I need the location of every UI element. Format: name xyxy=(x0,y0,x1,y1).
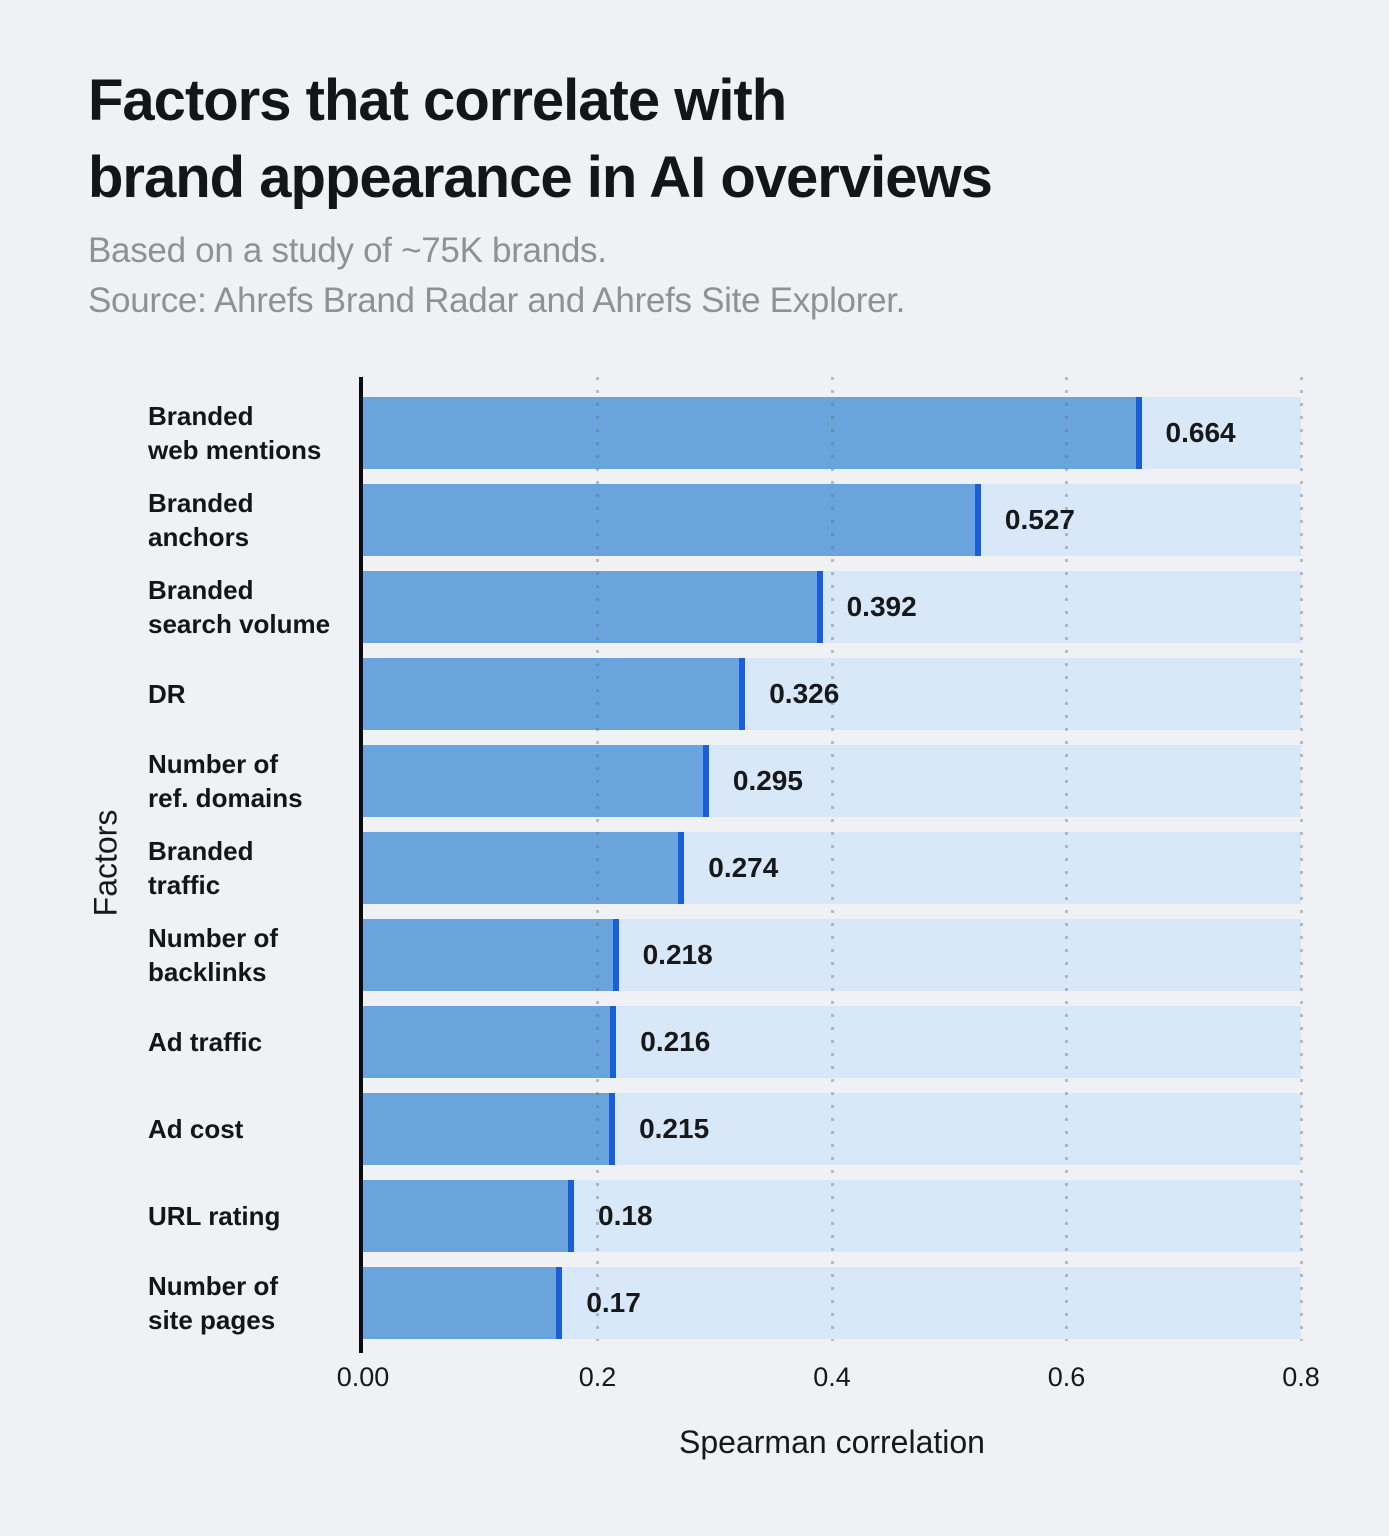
x-tick: 0.8 xyxy=(1282,1362,1320,1392)
chart-title-line1: Factors that correlate with xyxy=(88,68,787,133)
bar-track: 0.326 xyxy=(363,658,1301,730)
chart-subtitle: Based on a study of ~75K brands. Source:… xyxy=(88,226,905,326)
value-label: 0.216 xyxy=(640,1026,711,1057)
bar xyxy=(363,919,619,991)
category-label: URL rating xyxy=(148,1200,281,1231)
bar-track: 0.17 xyxy=(363,1267,1301,1339)
category-label: Number of ref. domains xyxy=(148,748,303,813)
value-label: 0.326 xyxy=(769,678,840,709)
category-label: Ad traffic xyxy=(148,1026,263,1057)
value-label: 0.17 xyxy=(586,1287,641,1318)
bar xyxy=(363,397,1142,469)
chart-row: Branded traffic 0.274 xyxy=(0,832,1389,904)
value-label: 0.295 xyxy=(732,765,803,796)
y-axis-line xyxy=(359,377,363,1353)
value-label: 0.274 xyxy=(708,852,779,883)
chart-title-line2: brand appearance in AI overviews xyxy=(88,145,993,211)
x-tick: 0.2 xyxy=(578,1362,617,1392)
chart-row: Branded anchors 0.527 xyxy=(0,484,1389,556)
y-axis-title: Factors xyxy=(87,809,124,917)
bar-rows: Branded web mentions 0.664 Branded ancho… xyxy=(0,397,1389,1354)
bar xyxy=(363,1267,563,1339)
x-tick: 0.4 xyxy=(813,1362,851,1392)
bar xyxy=(363,484,981,556)
x-tick: 0.6 xyxy=(1047,1362,1086,1392)
bar-track: 0.216 xyxy=(363,1006,1301,1078)
bar-track: 0.392 xyxy=(363,571,1301,643)
category-label: DR xyxy=(148,678,186,709)
bar xyxy=(363,1006,617,1078)
bar-track: 0.274 xyxy=(363,832,1301,904)
bar-track: 0.664 xyxy=(363,397,1301,469)
bar xyxy=(363,832,685,904)
category-label: Branded web mentions xyxy=(148,400,322,465)
bar xyxy=(363,658,746,730)
category-label: Number of backlinks xyxy=(148,922,278,987)
value-label: 0.218 xyxy=(642,939,713,970)
x-axis-title: Spearman correlation xyxy=(679,1424,985,1460)
chart-row: Ad traffic 0.216 xyxy=(0,1006,1389,1078)
chart-row: Ad cost 0.215 xyxy=(0,1093,1389,1165)
chart-row: Number of backlinks 0.218 xyxy=(0,919,1389,991)
bar xyxy=(363,1093,616,1165)
bar-track: 0.215 xyxy=(363,1093,1301,1165)
chart-row: Number of ref. domains 0.295 xyxy=(0,745,1389,817)
category-label: Branded anchors xyxy=(148,487,254,552)
category-label: Ad cost xyxy=(148,1113,244,1144)
chart-row: DR 0.326 xyxy=(0,658,1389,730)
chart-row: Number of site pages 0.17 xyxy=(0,1267,1389,1339)
chart-row: Branded web mentions 0.664 xyxy=(0,397,1389,469)
bar xyxy=(363,745,709,817)
value-label: 0.392 xyxy=(846,591,917,622)
chart-row: URL rating 0.18 xyxy=(0,1180,1389,1252)
chart-title: Factors that correlate with brand appear… xyxy=(88,62,993,216)
chart-subtitle-line1: Based on a study of ~75K brands. xyxy=(88,231,607,270)
category-label: Number of site pages xyxy=(148,1270,278,1335)
x-tick: 0.00 xyxy=(336,1362,390,1392)
bar xyxy=(363,1180,575,1252)
bar-track: 0.527 xyxy=(363,484,1301,556)
value-label: 0.215 xyxy=(639,1113,710,1144)
value-label: 0.664 xyxy=(1165,417,1236,448)
chart-subtitle-line2: Source: Ahrefs Brand Radar and Ahrefs Si… xyxy=(88,281,906,321)
value-label: 0.527 xyxy=(1004,504,1075,535)
bar-track: 0.295 xyxy=(363,745,1301,817)
category-label: Branded traffic xyxy=(148,835,254,900)
bar xyxy=(363,571,823,643)
category-label: Branded search volume xyxy=(148,574,331,639)
value-label: 0.18 xyxy=(598,1200,653,1231)
chart-row: Branded search volume 0.392 xyxy=(0,571,1389,643)
bar-track: 0.18 xyxy=(363,1180,1301,1252)
bar-track: 0.218 xyxy=(363,919,1301,991)
